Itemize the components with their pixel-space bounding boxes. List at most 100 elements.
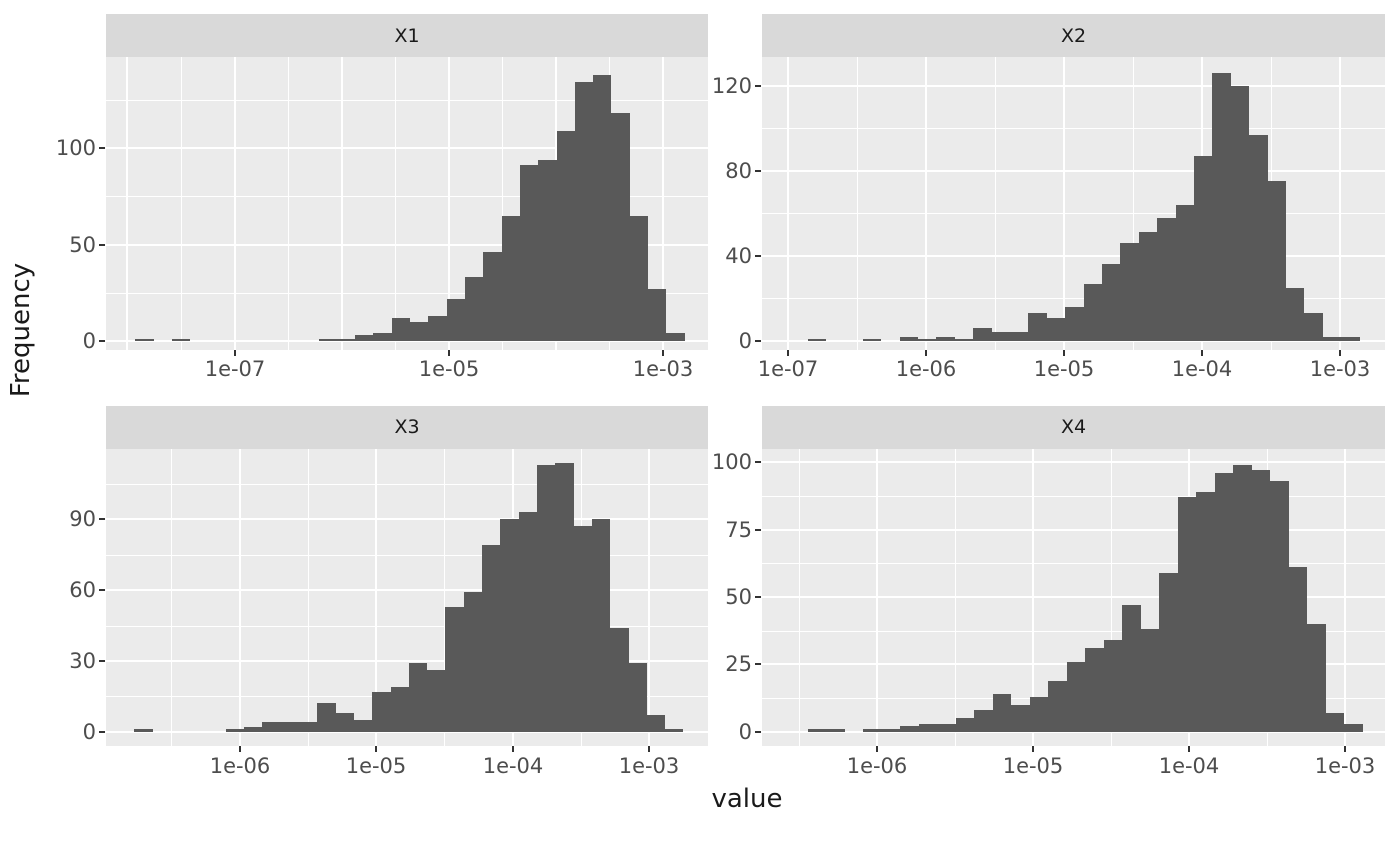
histogram-bar	[1307, 624, 1326, 732]
x-gridline-major	[341, 57, 343, 350]
histogram-bar	[611, 113, 630, 341]
histogram-bar	[629, 663, 647, 732]
x-gridline-major	[375, 448, 377, 746]
y-gridline-minor	[106, 196, 708, 197]
y-gridline-major	[106, 244, 708, 246]
facet-strip-x1: X1	[106, 14, 708, 57]
histogram-bar	[1212, 73, 1231, 341]
histogram-bar	[1194, 156, 1212, 341]
histogram-bar	[555, 463, 574, 732]
x-axis-tick	[787, 350, 789, 356]
x-axis-tick-label: 1e-07	[757, 357, 819, 381]
y-gridline-major	[762, 731, 1385, 733]
histogram-bar	[464, 592, 482, 732]
histogram-bar	[465, 277, 483, 341]
y-axis-tick-label: 30	[69, 649, 96, 673]
y-axis-tick-label: 50	[725, 585, 752, 609]
y-gridline-minor	[762, 128, 1385, 129]
y-axis-tick	[755, 461, 761, 463]
histogram-bar	[1196, 492, 1215, 732]
x-axis-tick-label: 1e-06	[895, 357, 957, 381]
x-gridline-major	[662, 57, 664, 350]
x-gridline-minor	[995, 57, 996, 350]
histogram-bar	[648, 289, 666, 341]
y-axis-tick	[755, 85, 761, 87]
y-axis-tick	[755, 596, 761, 598]
facet-panel-x4	[762, 448, 1385, 746]
histogram-bar	[1249, 135, 1268, 341]
histogram-bar	[1010, 332, 1028, 341]
x-axis-tick	[925, 350, 927, 356]
x-gridline-minor	[444, 448, 445, 746]
facet-panel-x2	[762, 57, 1385, 350]
y-axis-tick	[755, 731, 761, 733]
x-gridline-major	[787, 57, 789, 350]
histogram-bar	[592, 519, 610, 732]
y-gridline-major	[762, 461, 1385, 463]
histogram-bar	[244, 727, 262, 732]
histogram-bar	[336, 713, 354, 732]
histogram-bar	[974, 710, 993, 732]
y-gridline-major	[762, 85, 1385, 87]
x-gridline-major	[126, 57, 128, 350]
y-axis-tick-label: 90	[69, 507, 96, 531]
histogram-bar	[337, 339, 355, 341]
histogram-bar	[1270, 481, 1289, 732]
y-gridline-minor	[762, 213, 1385, 214]
histogram-bar	[519, 512, 537, 732]
y-axis-tick	[99, 244, 105, 246]
x-gridline-minor	[308, 448, 309, 746]
facet-panel-x3	[106, 448, 708, 746]
y-axis-tick	[99, 660, 105, 662]
histogram-bar	[1141, 629, 1159, 732]
y-gridline-minor	[106, 293, 708, 294]
y-axis-tick	[99, 731, 105, 733]
histogram-bar	[808, 729, 826, 732]
y-gridline-minor	[106, 484, 708, 485]
x-axis-tick-label: 1e-05	[418, 357, 480, 381]
y-gridline-major	[106, 518, 708, 520]
y-axis-tick	[99, 340, 105, 342]
y-axis-tick-label: 0	[82, 329, 96, 353]
histogram-bar	[281, 722, 299, 732]
x-axis-tick-label: 1e-03	[1314, 754, 1376, 778]
histogram-bar	[447, 299, 465, 341]
histogram-bar	[1304, 313, 1323, 341]
histogram-bar	[1252, 470, 1270, 732]
x-axis-tick	[1339, 350, 1341, 356]
x-axis-tick	[448, 350, 450, 356]
y-gridline-major	[106, 731, 708, 733]
facet-panel-x1	[106, 57, 708, 350]
x-axis-tick-label: 1e-06	[209, 754, 271, 778]
histogram-bar	[1084, 284, 1102, 341]
y-axis-tick-label: 0	[82, 720, 96, 744]
x-axis-tick-label: 1e-03	[1309, 357, 1371, 381]
x-gridline-major	[648, 448, 650, 746]
y-axis-tick	[99, 147, 105, 149]
facet-strip-x2: X2	[762, 14, 1385, 57]
y-axis-tick-label: 25	[725, 652, 752, 676]
histogram-bar	[372, 692, 391, 732]
x-axis-tick	[234, 350, 236, 356]
histogram-bar	[1067, 662, 1085, 732]
histogram-bar	[262, 722, 281, 732]
y-gridline-minor	[762, 496, 1385, 497]
histogram-bar	[373, 333, 392, 341]
histogram-bar	[428, 316, 447, 341]
x-gridline-minor	[181, 57, 182, 350]
y-axis-tick-label: 0	[738, 720, 752, 744]
x-gridline-minor	[288, 57, 289, 350]
histogram-bar	[1028, 313, 1047, 341]
histogram-bar	[1011, 705, 1030, 732]
x-gridline-major	[925, 57, 927, 350]
y-axis-tick-label: 100	[711, 450, 752, 474]
histogram-bar	[937, 724, 956, 732]
histogram-bar	[863, 729, 882, 732]
x-axis-tick-label: 1e-04	[1158, 754, 1220, 778]
x-axis-tick-label: 1e-06	[846, 754, 908, 778]
facet-strip-label-x3: X3	[394, 416, 420, 438]
y-axis-tick-label: 50	[69, 233, 96, 257]
x-axis-tick	[648, 745, 650, 752]
x-gridline-minor	[395, 57, 396, 350]
